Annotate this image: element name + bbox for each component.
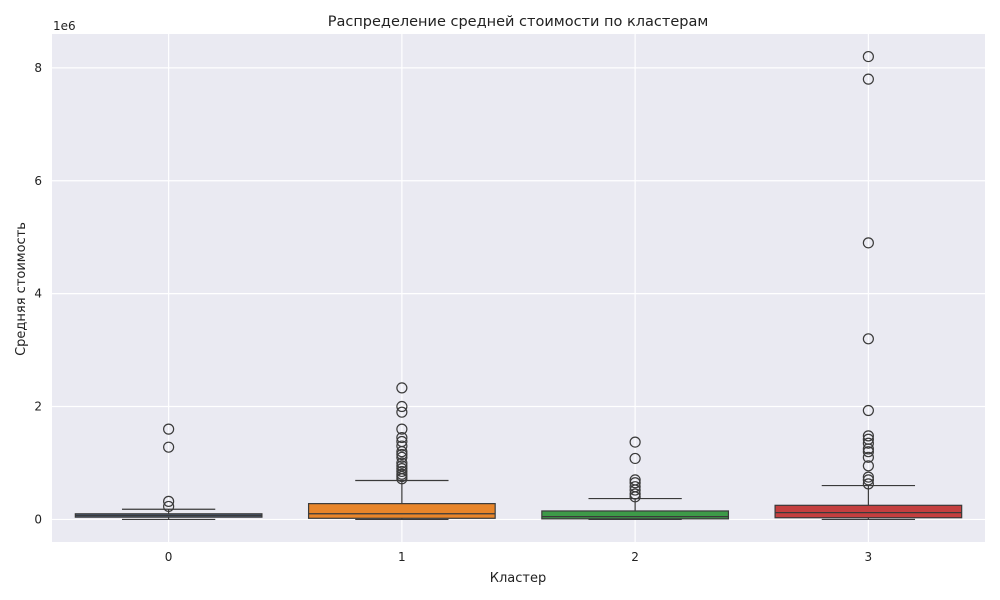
outlier-point (862, 237, 874, 249)
outlier-point (629, 477, 641, 489)
outlier-point (629, 452, 641, 465)
outlier-point (862, 73, 874, 85)
outlier-point (629, 481, 641, 493)
box-cluster-3 (774, 50, 963, 521)
outlier-point (163, 500, 175, 513)
grid-lines (52, 34, 985, 542)
box-cluster-0 (74, 423, 263, 521)
outlier-point (862, 460, 874, 472)
outlier-point (862, 437, 874, 449)
outlier-point (396, 440, 408, 452)
outlier-point (396, 468, 408, 480)
outlier-point (862, 430, 874, 442)
outlier-point (396, 435, 408, 448)
y-tick-label: 0 (34, 512, 42, 526)
outlier-point (629, 436, 641, 448)
box-iqr (774, 504, 963, 519)
outlier-point (396, 448, 408, 461)
x-tick-label: 3 (865, 550, 873, 564)
y-tick-label: 2 (34, 400, 42, 414)
outlier-point (629, 474, 641, 486)
box-cluster-2 (541, 436, 730, 521)
y-tick-labels: 0 2 4 6 8 (34, 61, 42, 527)
box-series (74, 50, 963, 521)
x-tick-label: 0 (165, 550, 173, 564)
outlier-point (396, 465, 408, 478)
outlier-point (396, 463, 408, 475)
box-iqr (307, 503, 496, 519)
y-tick-label: 6 (34, 174, 42, 188)
plot-area (52, 34, 985, 542)
outlier-point (163, 441, 175, 453)
outlier-point (163, 423, 175, 435)
outlier-point (396, 423, 408, 435)
outlier-point (862, 50, 874, 63)
outlier-point (396, 406, 408, 418)
y-axis-label: Средняя стоимость (14, 222, 29, 356)
outlier-point (396, 451, 408, 463)
outlier-point (862, 474, 874, 486)
x-tick-label: 1 (398, 550, 406, 564)
outlier-point (396, 382, 408, 394)
outlier-point (629, 488, 641, 500)
outlier-point (396, 431, 408, 444)
outlier-point (396, 400, 408, 413)
chart-title: Распределение средней стоимости по класт… (328, 14, 709, 30)
outlier-point (862, 451, 874, 463)
outlier-point (862, 446, 874, 458)
outlier-point (862, 478, 874, 490)
outlier-point (163, 495, 175, 507)
y-offset-label: 1e6 (53, 19, 76, 33)
x-axis-label: Кластер (490, 571, 546, 586)
y-tick-label: 8 (34, 61, 42, 75)
outlier-point (862, 433, 874, 445)
x-tick-label: 2 (631, 550, 639, 564)
box-cluster-1 (307, 382, 496, 521)
y-tick-label: 4 (34, 287, 42, 301)
outlier-point (396, 457, 408, 469)
outlier-point (862, 404, 874, 417)
outlier-point (862, 471, 874, 483)
outlier-point (396, 460, 408, 472)
outlier-point (862, 333, 874, 345)
x-tick-labels: 0 1 2 3 (165, 550, 872, 564)
box-iqr (541, 510, 730, 520)
